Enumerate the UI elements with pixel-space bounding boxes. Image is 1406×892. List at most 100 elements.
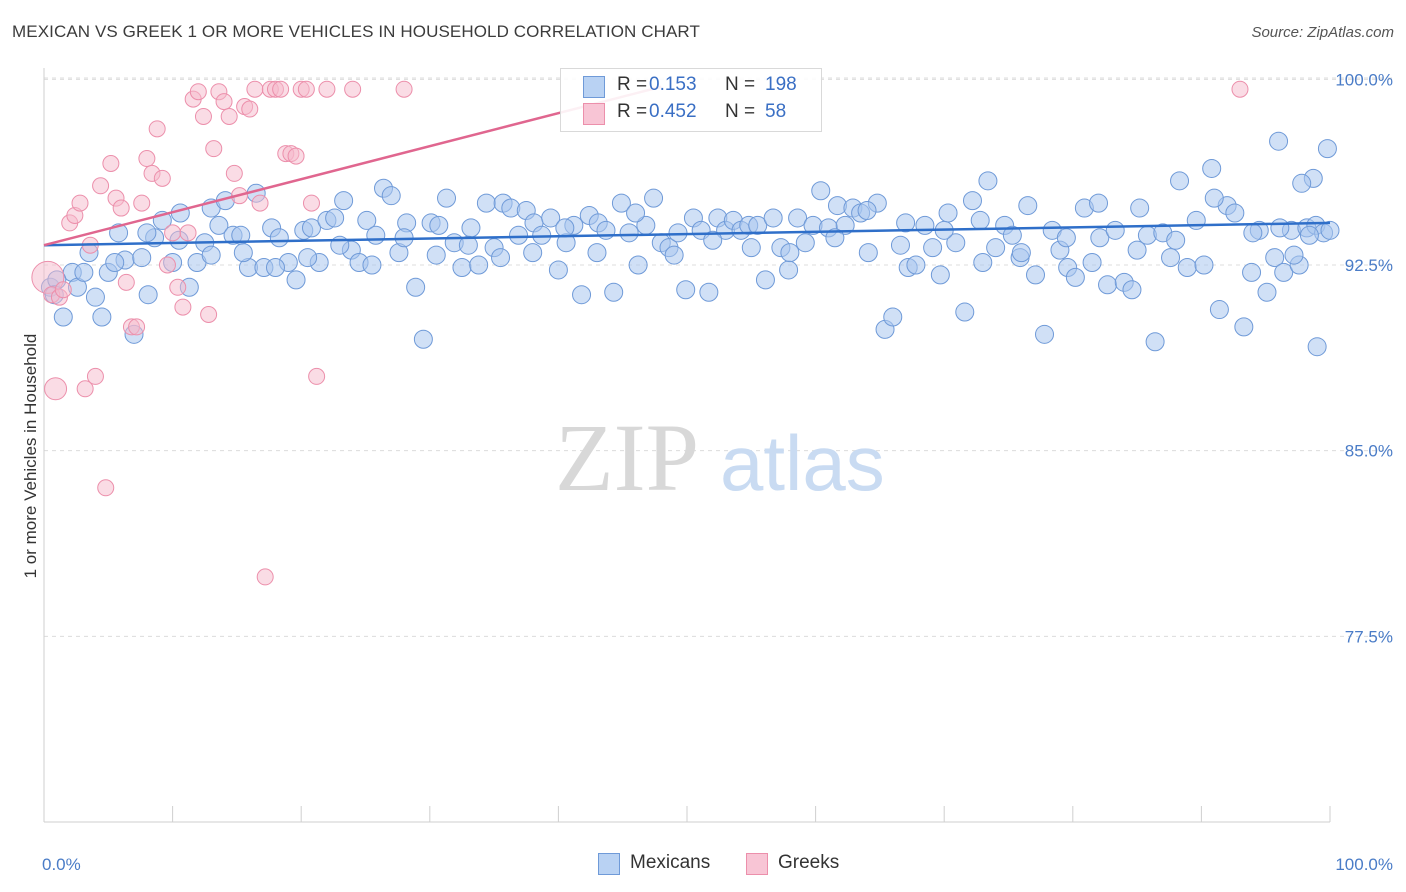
mexicans-point xyxy=(644,188,664,208)
mexicans-point xyxy=(962,191,982,211)
greeks-point xyxy=(200,306,218,324)
mexicans-point xyxy=(628,255,648,275)
mexicans-point xyxy=(325,208,345,228)
y-tick-label: 92.5% xyxy=(1345,256,1393,275)
greeks-point xyxy=(302,194,320,212)
mexicans-point xyxy=(741,238,761,258)
mexicans-point xyxy=(426,245,446,265)
mexicans-point xyxy=(437,188,457,208)
mexicans-point xyxy=(915,215,935,235)
mexicans-point xyxy=(1018,196,1038,216)
greeks-point xyxy=(246,80,264,98)
greeks-point xyxy=(220,107,238,125)
chart-title: MEXICAN VS GREEK 1 OR MORE VEHICLES IN H… xyxy=(12,22,700,41)
mexicans-point xyxy=(1161,248,1181,268)
greeks-point xyxy=(174,298,192,316)
mexicans-point xyxy=(548,260,568,280)
mexicans-point xyxy=(788,208,808,228)
mexicans-point xyxy=(357,210,377,230)
mexicans-point xyxy=(1098,275,1118,295)
mexicans-point xyxy=(857,201,877,221)
mexicans-point xyxy=(85,287,105,307)
mexicans-point xyxy=(301,218,321,238)
mexicans-point xyxy=(1170,171,1190,191)
mexicans-point xyxy=(1026,265,1046,285)
mexicans-point xyxy=(452,257,472,277)
mexicans-point xyxy=(1011,243,1031,263)
legend-r-label: R = xyxy=(617,74,648,95)
mexicans-point xyxy=(619,223,639,243)
greeks-point xyxy=(44,377,68,401)
mexicans-point xyxy=(1105,220,1125,240)
mexicans-point xyxy=(1299,225,1319,245)
mexicans-point xyxy=(978,171,998,191)
greeks-point xyxy=(308,367,326,385)
mexicans-point xyxy=(1082,253,1102,273)
greeks-point xyxy=(148,120,166,138)
mexicans-point xyxy=(476,193,496,213)
mexicans-swatch xyxy=(583,76,605,98)
mexicans-trend-line xyxy=(43,221,1331,247)
mexicans-point xyxy=(555,218,575,238)
correlation-legend: R = 0.153 N = 198 R = 0.452 N = 58 xyxy=(560,68,822,132)
mexicans-point xyxy=(825,228,845,248)
mexicans-point xyxy=(233,243,253,263)
watermark-zip: ZIP xyxy=(555,404,699,511)
mexicans-point xyxy=(1186,210,1206,230)
mexicans-point xyxy=(779,260,799,280)
mexicans-point xyxy=(1317,139,1337,159)
y-tick-label: 77.5% xyxy=(1345,627,1393,646)
mexicans-point xyxy=(458,235,478,255)
greeks-point xyxy=(153,169,171,187)
greeks-point xyxy=(92,177,110,195)
x-tick-label-max: 100.0% xyxy=(1335,855,1393,874)
mexicans-point xyxy=(780,243,800,263)
greeks-point xyxy=(112,199,130,217)
greeks-point xyxy=(297,80,315,98)
mexicans-point xyxy=(699,282,719,302)
mexicans-point xyxy=(946,233,966,253)
mexicans-point xyxy=(132,248,152,268)
mexicans-point xyxy=(748,215,768,235)
mexicans-point xyxy=(811,181,831,201)
greeks-point xyxy=(215,93,233,111)
mexicans-point xyxy=(1145,332,1165,352)
mexicans-point xyxy=(362,255,382,275)
greeks-point xyxy=(158,256,176,274)
mexicans-point xyxy=(298,248,318,268)
axes xyxy=(43,68,1331,823)
greeks-legend-label: Greeks xyxy=(778,852,840,873)
greeks-swatch xyxy=(583,103,605,125)
mexicans-point xyxy=(1177,257,1197,277)
mexicans-point xyxy=(890,235,910,255)
mexicans-point xyxy=(587,243,607,263)
legend-n-value: 58 xyxy=(765,101,787,122)
watermark: ZIP atlas xyxy=(555,404,885,511)
greeks-point xyxy=(133,194,151,212)
mexicans-point xyxy=(1130,198,1150,218)
greeks-point xyxy=(241,100,259,118)
mexicans-point xyxy=(703,230,723,250)
greeks-point xyxy=(251,194,269,212)
y-axis-title: 1 or more Vehicles in Household xyxy=(21,334,40,579)
mexicans-point xyxy=(1127,240,1147,260)
greeks-point xyxy=(189,83,207,101)
greeks-point xyxy=(225,164,243,182)
tick-labels: 100.0% 92.5% 85.0% 77.5% 0.0% 100.0% xyxy=(42,70,1393,874)
greeks-point xyxy=(287,147,305,165)
mexicans-point xyxy=(334,191,354,211)
mexicans-point xyxy=(676,280,696,300)
mexicans-point xyxy=(906,255,926,275)
greeks-point xyxy=(169,278,187,296)
mexicans-point xyxy=(201,245,221,265)
mexicans-point xyxy=(973,253,993,273)
mexicans-point xyxy=(668,223,688,243)
mexicans-point xyxy=(611,193,631,213)
mexicans-point xyxy=(53,307,73,327)
mexicans-point xyxy=(1265,248,1285,268)
mexicans-point xyxy=(1204,188,1224,208)
mexicans-point xyxy=(755,270,775,290)
mexicans-point xyxy=(265,257,285,277)
mexicans-point xyxy=(1307,337,1327,357)
